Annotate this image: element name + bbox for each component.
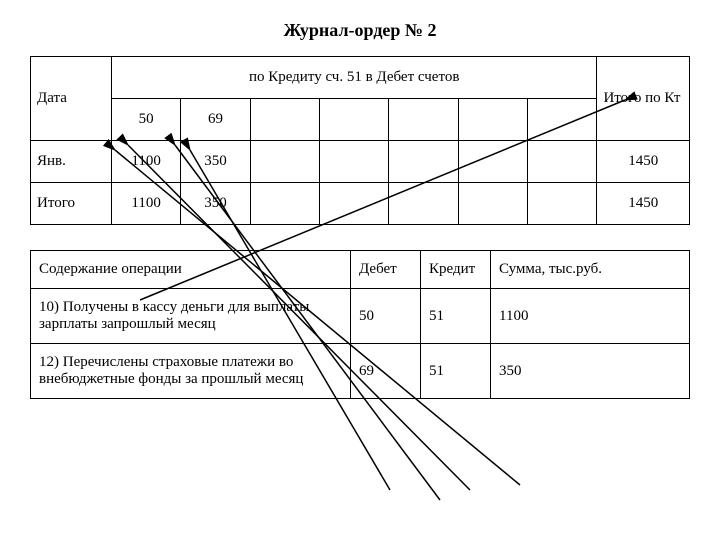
header-empty	[320, 99, 389, 141]
header-empty	[528, 99, 597, 141]
cell-operation: 10) Получены в кассу деньги для выплаты …	[31, 289, 351, 344]
cell-operation: 12) Перечислены страховые платежи во вне…	[31, 344, 351, 399]
cell-empty	[250, 141, 319, 183]
header-empty	[250, 99, 319, 141]
cell-debit: 69	[351, 344, 421, 399]
table-row: Итого 1100 350 1450	[31, 183, 690, 225]
cell-sum: 350	[491, 344, 690, 399]
cell-empty	[389, 141, 458, 183]
header-col-50: 50	[111, 99, 180, 141]
header-empty	[458, 99, 527, 141]
row-label: Итого	[31, 183, 112, 225]
cell-empty	[389, 183, 458, 225]
header-total: Итого по Кт	[597, 57, 690, 141]
cell-empty	[458, 183, 527, 225]
operations-table: Содержание операции Дебет Кредит Сумма, …	[30, 250, 690, 399]
cell-69: 350	[181, 183, 250, 225]
header-sum: Сумма, тыс.руб.	[491, 251, 690, 289]
cell-50: 1100	[111, 141, 180, 183]
row-label: Янв.	[31, 141, 112, 183]
cell-empty	[320, 183, 389, 225]
page-title: Журнал-ордер № 2	[30, 20, 690, 41]
cell-total: 1450	[597, 183, 690, 225]
header-credit: по Кредиту сч. 51 в Дебет счетов	[111, 57, 597, 99]
header-debit: Дебет	[351, 251, 421, 289]
cell-debit: 50	[351, 289, 421, 344]
cell-empty	[320, 141, 389, 183]
table-row: Янв. 1100 350 1450	[31, 141, 690, 183]
table-row: 10) Получены в кассу деньги для выплаты …	[31, 289, 690, 344]
cell-total: 1450	[597, 141, 690, 183]
cell-empty	[528, 183, 597, 225]
cell-empty	[528, 141, 597, 183]
cell-empty	[250, 183, 319, 225]
cell-50: 1100	[111, 183, 180, 225]
header-col-69: 69	[181, 99, 250, 141]
header-date: Дата	[31, 57, 112, 141]
journal-table: Дата по Кредиту сч. 51 в Дебет счетов Ит…	[30, 56, 690, 225]
cell-empty	[458, 141, 527, 183]
header-operation: Содержание операции	[31, 251, 351, 289]
table-row: 12) Перечислены страховые платежи во вне…	[31, 344, 690, 399]
cell-credit: 51	[421, 344, 491, 399]
header-empty	[389, 99, 458, 141]
cell-sum: 1100	[491, 289, 690, 344]
cell-69: 350	[181, 141, 250, 183]
cell-credit: 51	[421, 289, 491, 344]
header-credit: Кредит	[421, 251, 491, 289]
